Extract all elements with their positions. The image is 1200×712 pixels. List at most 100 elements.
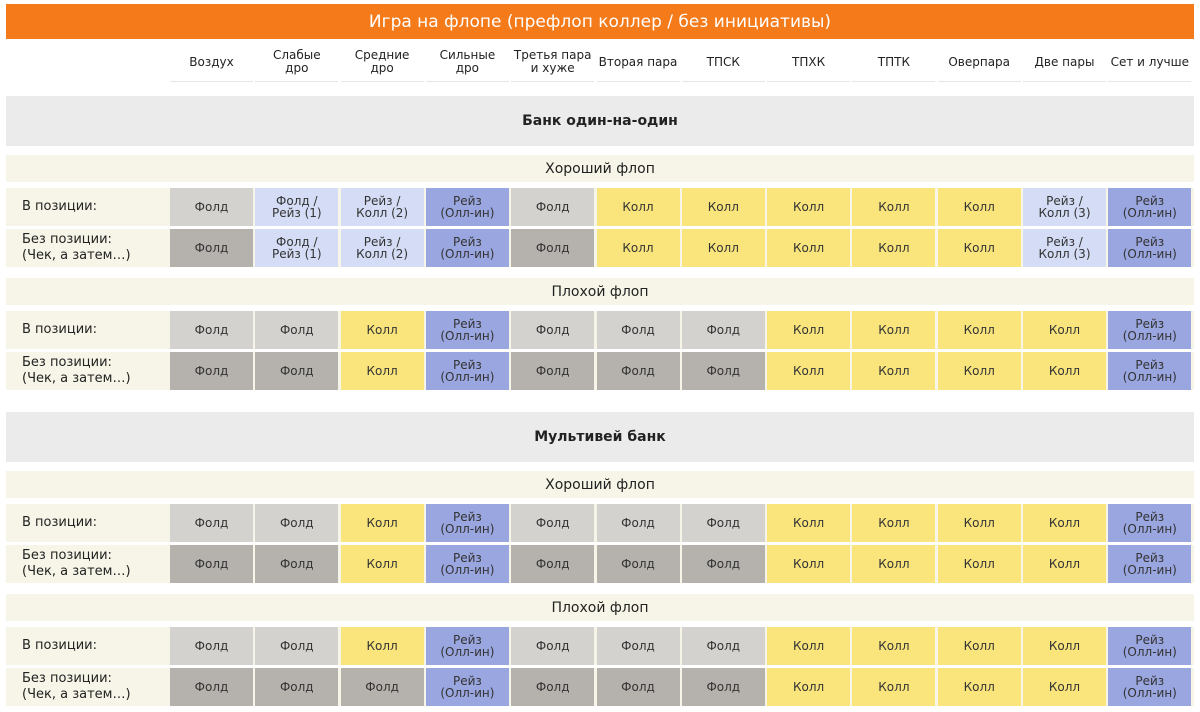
column-header: Вторая пара — [596, 43, 680, 82]
action-cell: Фолд — [170, 352, 253, 390]
row-label-line1: Без позиции: — [22, 671, 112, 686]
action-cell: Колл — [937, 504, 1021, 542]
action-cell: Колл — [767, 352, 851, 390]
action-cell: Фолд — [596, 352, 680, 390]
action-cell: Фолд — [170, 627, 253, 665]
group-title: Плохой флоп — [6, 594, 1194, 621]
action-cell: Колл — [852, 627, 936, 665]
action-cell: Колл — [767, 311, 851, 349]
action-cell: Фолд — [511, 627, 595, 665]
action-cell: Фолд — [340, 668, 424, 706]
action-cell: Колл — [937, 229, 1021, 267]
action-cell: Фолд — [170, 668, 253, 706]
action-cell: Колл — [1023, 627, 1106, 665]
action-cell: Фолд — [255, 504, 339, 542]
action-cell: Фолд — [681, 311, 765, 349]
action-cell: Колл — [340, 545, 424, 583]
page-title: Игра на флопе (префлоп коллер / без иниц… — [6, 4, 1194, 39]
column-header: Третья пара и хуже — [511, 43, 595, 82]
action-cell: Фолд — [170, 504, 253, 542]
action-cell: Рейз (Олл-ин) — [425, 352, 509, 390]
action-cell: Фолд / Рейз (1) — [255, 229, 339, 267]
action-cell: Фолд — [170, 545, 253, 583]
action-cell: Рейз (Олл-ин) — [425, 504, 509, 542]
action-cell: Фолд — [596, 545, 680, 583]
action-cell: Фолд — [511, 188, 595, 226]
action-cell: Фолд — [596, 668, 680, 706]
column-header: ТПТК — [852, 43, 936, 82]
action-cell: Рейз (Олл-ин) — [425, 311, 509, 349]
row-label: Без позиции: (Чек, а затем…) — [22, 545, 167, 583]
action-cell: Фолд — [511, 668, 595, 706]
column-header-row: Воздух Слабые дро Средние дро Сильные дро Тр… — [0, 43, 1200, 82]
action-cell: Колл — [852, 545, 936, 583]
row-label: Без позиции: (Чек, а затем…) — [22, 352, 167, 390]
row-label: В позиции: — [22, 504, 167, 542]
action-cell: Фолд — [511, 504, 595, 542]
action-cell: Рейз (Олл-ин) — [1108, 668, 1192, 706]
action-cell: Рейз (Олл-ин) — [1108, 229, 1192, 267]
row-label-line2: (Чек, а затем…) — [22, 371, 131, 386]
row-label: В позиции: — [22, 188, 167, 226]
action-cell: Колл — [681, 229, 765, 267]
column-header: Слабые дро — [255, 43, 339, 82]
action-cell: Фолд — [681, 545, 765, 583]
action-cell: Фолд — [511, 229, 595, 267]
action-cell: Фолд — [255, 545, 339, 583]
action-cell: Колл — [937, 627, 1021, 665]
row-label-line2: (Чек, а затем…) — [22, 248, 131, 263]
action-cell: Рейз / Колл (3) — [1023, 188, 1106, 226]
action-cell: Колл — [852, 229, 936, 267]
action-cell: Колл — [596, 188, 680, 226]
action-cell: Рейз (Олл-ин) — [425, 229, 509, 267]
action-cell: Фолд — [255, 627, 339, 665]
row-label-line2: (Чек, а затем…) — [22, 687, 131, 702]
row-label-line1: В позиции: — [22, 322, 97, 337]
column-header: Оверпара — [937, 43, 1021, 82]
column-header: Сильные дро — [425, 43, 509, 82]
row-label-line1: В позиции: — [22, 638, 97, 653]
action-cell: Колл — [1023, 545, 1106, 583]
action-cell: Колл — [937, 668, 1021, 706]
action-cell: Колл — [852, 311, 936, 349]
action-cell: Рейз (Олл-ин) — [425, 668, 509, 706]
action-cell: Фолд — [255, 668, 339, 706]
action-cell: Фолд — [596, 311, 680, 349]
action-cell: Колл — [767, 229, 851, 267]
action-cell: Колл — [937, 311, 1021, 349]
column-header: ТПСК — [681, 43, 765, 82]
row-label-line1: Без позиции: — [22, 355, 112, 370]
action-cell: Фолд — [681, 627, 765, 665]
row-label: В позиции: — [22, 311, 167, 349]
action-cell: Колл — [767, 188, 851, 226]
action-cell: Рейз (Олл-ин) — [425, 188, 509, 226]
action-cell: Рейз / Колл (3) — [1023, 229, 1106, 267]
action-cell: Колл — [767, 668, 851, 706]
action-cell: Колл — [1023, 668, 1106, 706]
action-cell: Фолд — [681, 352, 765, 390]
action-cell: Рейз (Олл-ин) — [1108, 545, 1192, 583]
action-cell: Фолд — [511, 352, 595, 390]
action-cell: Фолд — [511, 311, 595, 349]
action-cell: Рейз (Олл-ин) — [425, 627, 509, 665]
action-cell: Колл — [937, 352, 1021, 390]
action-cell: Фолд — [596, 627, 680, 665]
section-title: Банк один-на-один — [6, 96, 1194, 146]
action-cell: Фолд — [170, 188, 253, 226]
group-title: Плохой флоп — [6, 278, 1194, 305]
action-cell: Фолд — [170, 229, 253, 267]
group-title: Хороший флоп — [6, 155, 1194, 182]
row-label-line1: Без позиции: — [22, 232, 112, 247]
action-cell: Колл — [767, 504, 851, 542]
action-cell: Колл — [596, 229, 680, 267]
action-cell: Колл — [852, 504, 936, 542]
action-cell: Фолд — [255, 311, 339, 349]
action-cell: Фолд — [681, 668, 765, 706]
action-cell: Колл — [937, 188, 1021, 226]
action-cell: Колл — [937, 545, 1021, 583]
action-cell: Рейз (Олл-ин) — [425, 545, 509, 583]
group-title: Хороший флоп — [6, 471, 1194, 498]
column-header: ТПХК — [767, 43, 851, 82]
action-cell: Рейз / Колл (2) — [340, 229, 424, 267]
